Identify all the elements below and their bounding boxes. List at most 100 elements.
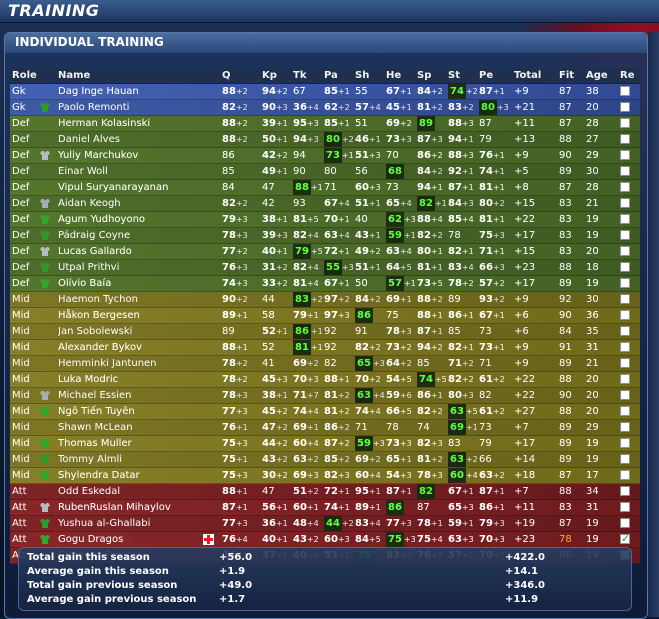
table-row[interactable]: Def Vipul Suryanarayanan 84 47 88 +1 71 60+3 73 9…	[10, 180, 640, 196]
table-row[interactable]: Mid Ngô Tiến Tuyên 77+3 45+2 74+4 81+2 74+4 66+…	[10, 404, 640, 420]
rest-checkbox[interactable]	[620, 278, 630, 288]
rest-checkbox[interactable]	[620, 390, 630, 400]
rest-checkbox[interactable]	[620, 86, 630, 96]
rest-checkbox[interactable]	[620, 436, 634, 451]
rest-checkbox[interactable]	[620, 326, 630, 336]
rest-checkbox[interactable]	[620, 180, 634, 195]
rest-checkbox[interactable]	[620, 134, 630, 144]
player-name[interactable]: RubenRuslan Mihaylov	[58, 502, 171, 513]
table-row[interactable]: Def Herman Kolasinski 88+2 39+1 95+3 85+1 51 69…	[10, 116, 640, 132]
table-row[interactable]: Gk Paolo Remonti 82+2 90+3 36+4 62+2 57+4 45+1 8…	[10, 100, 640, 116]
header-q[interactable]: Q	[222, 70, 231, 81]
player-name[interactable]: Lucas Gallardo	[58, 246, 132, 257]
player-name[interactable]: Herman Kolasinski	[58, 118, 151, 129]
table-row[interactable]: Att Odd Eskedal 88+1 47 51+2 72+1 95+1 87+1 82 67…	[10, 484, 640, 500]
table-row[interactable]: Def Pádraig Coyne 78+3 39+3 82+4 63+4 43+1 59 +1…	[10, 228, 640, 244]
rest-checkbox[interactable]	[620, 358, 630, 368]
rest-checkbox[interactable]	[620, 214, 630, 224]
table-row[interactable]: Def Einar Woll 85 49+1 90 80 56 68 84+2 92+1 74+1 +…	[10, 164, 640, 180]
table-row[interactable]: Mid Håkon Bergesen 89+1 58 79+1 97+3 86 75 88+1 8…	[10, 308, 640, 324]
player-name[interactable]: Håkon Bergesen	[58, 310, 140, 321]
rest-checkbox[interactable]	[620, 518, 630, 528]
header-st[interactable]: St	[448, 70, 460, 81]
rest-checkbox[interactable]	[620, 468, 634, 483]
rest-checkbox[interactable]	[620, 486, 630, 496]
table-row[interactable]: Def Aidan Keogh 82+2 42 93 67+4 51+1 65+4 82 +1 84…	[10, 196, 640, 212]
rest-checkbox[interactable]	[620, 100, 634, 115]
player-name[interactable]: Michael Essien	[58, 390, 132, 401]
rest-checkbox[interactable]	[620, 404, 634, 419]
rest-checkbox[interactable]	[620, 212, 634, 227]
table-row[interactable]: Mid Michael Essien 78+3 38+1 71+7 81+2 63 +4 59+…	[10, 388, 640, 404]
rest-checkbox[interactable]	[620, 198, 630, 208]
player-name[interactable]: Haemon Tychon	[58, 294, 138, 305]
rest-checkbox[interactable]	[620, 452, 634, 467]
table-row[interactable]: Mid Tommy Almli 75+1 43+2 63+2 85+2 69+2 65+1 81…	[10, 452, 640, 468]
header-kp[interactable]: Kp	[262, 70, 277, 81]
player-name[interactable]: Luka Modric	[58, 374, 119, 385]
player-name[interactable]: Agum Yudhoyono	[58, 214, 146, 225]
table-row[interactable]: Mid Haemon Tychon 90+2 44 83 +2 97+2 84+2 69+1 88…	[10, 292, 640, 308]
header-rest[interactable]: Rest	[620, 70, 634, 81]
rest-checkbox[interactable]	[620, 230, 630, 240]
table-row[interactable]: Mid Shawn McLean 76+1 47+2 69+1 86+2 71 78 74 69 +…	[10, 420, 640, 436]
rest-checkbox[interactable]	[620, 532, 630, 546]
player-name[interactable]: Tommy Almli	[58, 454, 123, 465]
rest-checkbox[interactable]	[620, 164, 634, 179]
scrollbar[interactable]	[648, 32, 659, 617]
header-sh[interactable]: Sh	[355, 70, 370, 81]
header-sp[interactable]: Sp	[417, 70, 432, 81]
player-name[interactable]: Yushua al-Ghallabi	[58, 518, 151, 529]
rest-checkbox[interactable]	[620, 150, 630, 160]
table-row[interactable]: Mid Thomas Muller 75+3 44+2 60+4 87+2 59 +3 73+3…	[10, 436, 640, 452]
rest-checkbox[interactable]	[620, 294, 630, 304]
rest-checkbox[interactable]	[620, 342, 630, 352]
player-name[interactable]: Hemminki Jantunen	[58, 358, 157, 369]
rest-checkbox[interactable]	[620, 374, 630, 384]
table-row[interactable]: Def Daniel Alves 88+2 50+1 94+3 80 +2 46+1 73+3 8…	[10, 132, 640, 148]
rest-checkbox[interactable]	[620, 500, 634, 515]
table-row[interactable]: Def Utpal Prithvi 76+3 31+2 82+4 55 +3 51+1 64+5…	[10, 260, 640, 276]
table-row[interactable]: Att Gogu Dragos 76+4 40+1 43+2 60+3 84+5 75 +3 75…	[10, 532, 640, 548]
rest-checkbox[interactable]	[620, 454, 630, 464]
header-pa[interactable]: Pa	[324, 70, 338, 81]
player-name[interactable]: Utpal Prithvi	[58, 262, 120, 273]
table-row[interactable]: Def Lucas Gallardo 77+2 40+1 79 +5 72+1 49+2 63+…	[10, 244, 640, 260]
table-row[interactable]: Mid Jan Sobolewski 89 52+1 86 +1 92 91 78+3 87+1 8…	[10, 324, 640, 340]
rest-checkbox[interactable]	[620, 262, 630, 272]
rest-checkbox[interactable]	[620, 516, 634, 531]
header-age[interactable]: Age	[586, 70, 608, 81]
rest-checkbox[interactable]	[620, 148, 634, 163]
player-name[interactable]: Shylendra Datar	[58, 470, 140, 481]
table-row[interactable]: Mid Luka Modric 78+2 45+3 70+3 88+1 70+2 54+5 74…	[10, 372, 640, 388]
player-name[interactable]: Olívio Baía	[58, 278, 112, 289]
player-name[interactable]: Yuliy Marchukov	[58, 150, 139, 161]
rest-checkbox[interactable]	[620, 276, 634, 291]
table-row[interactable]: Def Olívio Baía 74+3 33+2 81+4 67+1 50 57 +1 73+5…	[10, 276, 640, 292]
rest-checkbox[interactable]	[620, 244, 634, 259]
rest-checkbox[interactable]	[620, 532, 634, 547]
header-name[interactable]: Name	[58, 70, 91, 81]
player-name[interactable]: Einar Woll	[58, 166, 108, 177]
rest-checkbox[interactable]	[620, 438, 630, 448]
header-fit[interactable]: Fit	[559, 70, 575, 81]
header-he[interactable]: He	[386, 70, 402, 81]
player-name[interactable]: Alexander Bykov	[58, 342, 143, 353]
rest-checkbox[interactable]	[620, 356, 634, 371]
rest-checkbox[interactable]	[620, 502, 630, 512]
rest-checkbox[interactable]	[620, 324, 634, 339]
rest-checkbox[interactable]	[620, 182, 630, 192]
player-name[interactable]: Vipul Suryanarayanan	[58, 182, 169, 193]
rest-checkbox[interactable]	[620, 260, 634, 275]
table-row[interactable]: Att RubenRuslan Mihaylov 87+1 56+1 60+1 74+1 8…	[10, 500, 640, 516]
player-name[interactable]: Gogu Dragos	[58, 534, 124, 545]
rest-checkbox[interactable]	[620, 308, 634, 323]
rest-checkbox[interactable]	[620, 372, 634, 387]
table-row[interactable]: Mid Hemminki Jantunen 78+2 41 69+2 82 65 +3 64+2…	[10, 356, 640, 372]
rest-checkbox[interactable]	[620, 388, 634, 403]
rest-checkbox[interactable]	[620, 470, 630, 480]
rest-checkbox[interactable]	[620, 84, 634, 99]
player-name[interactable]: Aidan Keogh	[58, 198, 121, 209]
player-name[interactable]: Dag Inge Hauan	[58, 86, 139, 97]
header-role[interactable]: Role	[12, 70, 37, 81]
